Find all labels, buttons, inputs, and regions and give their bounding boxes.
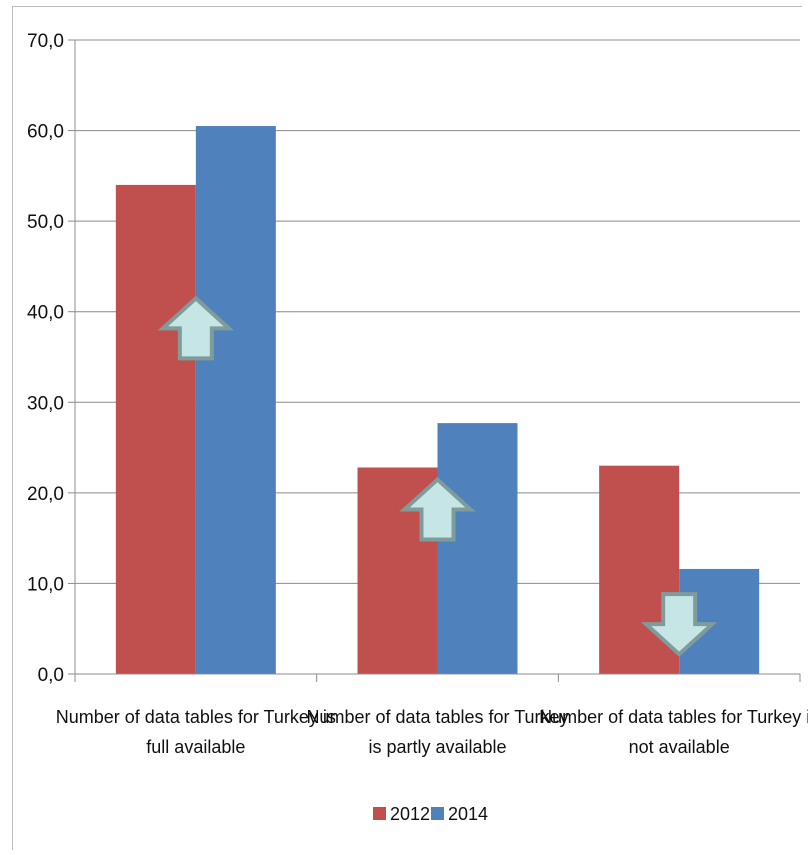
y-tick-label: 40,0 [27,303,64,324]
chart-frame [12,6,802,850]
y-tick-label: 50,0 [27,212,64,233]
legend-swatch-2012 [373,807,386,820]
bar-2014-1 [437,423,518,674]
x-axis: Number of data tables for Turkey is full … [56,673,808,757]
y-tick-label: 10,0 [27,574,64,595]
arrow-up-icon [399,476,476,542]
arrow-down-icon [640,592,718,657]
trend-arrows [157,295,718,657]
x-category-label: is partly available [368,737,506,757]
y-tick-label: 20,0 [27,484,64,505]
y-tick-label: 70,0 [27,31,64,52]
legend-swatch-2014 [431,807,444,820]
arrow-up-icon [157,295,235,361]
x-category-label: not available [629,737,730,757]
x-category-label: Number of data tables for Turkey is [539,707,808,727]
legend: 2012 2014 [373,804,488,824]
x-category-label: full available [146,737,245,757]
y-tick-label: 60,0 [27,122,64,143]
x-category-label: Number of data tables for Turkey [306,707,568,727]
bar-2012-0 [115,184,196,674]
legend-label: 2014 [448,804,488,824]
bar-2014-0 [195,126,276,675]
y-axis: 0,0 10,0 20,0 30,0 40,0 50,0 60,0 70,0 [27,31,76,686]
legend-label: 2012 [390,804,430,824]
bars [115,126,760,675]
y-tick-label: 30,0 [27,393,64,414]
y-tick-label: 0,0 [38,665,64,686]
x-category-label: Number of data tables for Turkey is [56,707,336,727]
